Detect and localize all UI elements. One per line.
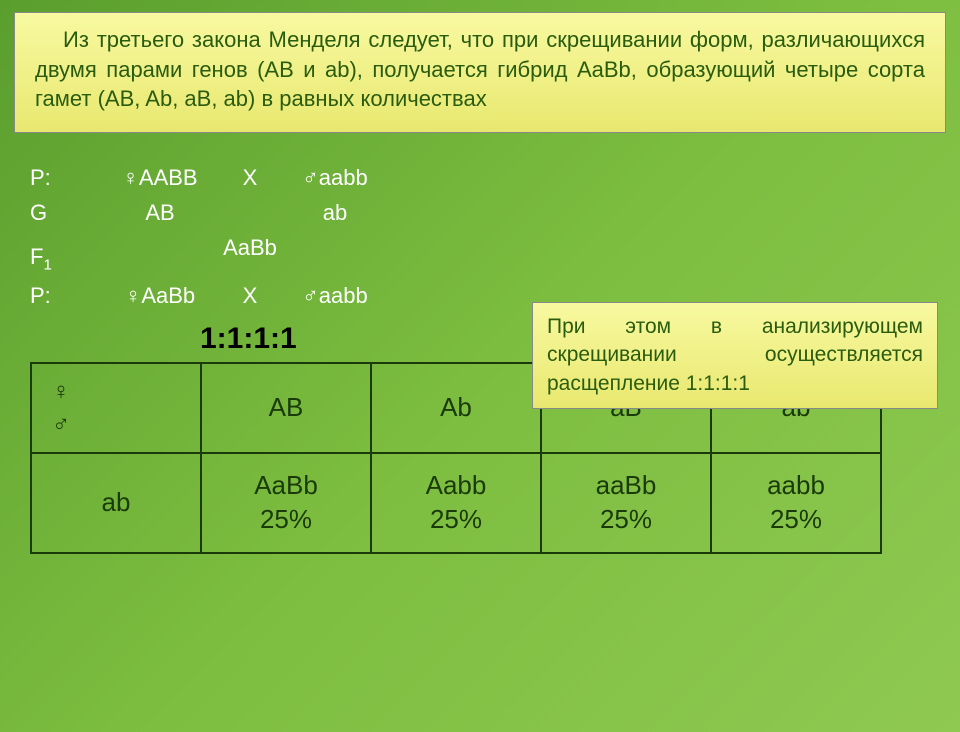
cell-pct: 25% [770,504,822,534]
cross-x: X [220,161,280,194]
cell-genotype: Aabb [426,470,487,500]
cell-genotype: aaBb [596,470,657,500]
punnett-cell: AaBb 25% [201,453,371,553]
cross-label: P: [30,161,100,194]
punnett-cell: aaBb 25% [541,453,711,553]
f1-right [280,231,390,264]
cross-parent-male: ♂aabb [280,161,390,194]
cross-x: X [220,279,280,312]
punnett-corner: ♀ ♂ [31,363,201,453]
cross-label: P: [30,279,100,312]
punnett-cell: aabb 25% [711,453,881,553]
cell-genotype: AaBb [254,470,318,500]
punnett-cell: Aabb 25% [371,453,541,553]
gamete-right: ab [280,196,390,229]
cross-row-p1: P: ♀AABB X ♂aabb [30,161,960,194]
gamete-left: AB [100,196,220,229]
cell-pct: 25% [260,504,312,534]
note-box: При этом в анализирующем скрещивании осу… [532,302,938,409]
cell-pct: 25% [430,504,482,534]
cross-parent-male: ♂aabb [280,279,390,312]
cross-row-g: G AB ab [30,196,960,229]
cross-parent-female: ♀AABB [100,161,220,194]
f1-genotype: AaBb [220,231,280,264]
male-symbol: ♂ [52,409,70,440]
cell-genotype: aabb [767,470,825,500]
note-text: При этом в анализирующем скрещивании осу… [547,315,923,395]
cell-pct: 25% [600,504,652,534]
cross-row-f1: F1 AaBb [30,231,960,277]
header-text: Из третьего закона Менделя следует, что … [35,27,925,111]
gamete-mid [220,196,280,229]
header-box: Из третьего закона Менделя следует, что … [14,12,946,133]
cross-label: F1 [30,240,100,277]
cross-parent-female: ♀AaBb [100,279,220,312]
f1-left [100,231,220,264]
punnett-top-header: Ab [371,363,541,453]
punnett-top-header: AB [201,363,371,453]
cross-section: P: ♀AABB X ♂aabb G AB ab F1 AaBb P: ♀AaB… [30,161,960,312]
female-symbol: ♀ [52,376,70,407]
punnett-left-header: ab [31,453,201,553]
cross-label: G [30,196,100,229]
